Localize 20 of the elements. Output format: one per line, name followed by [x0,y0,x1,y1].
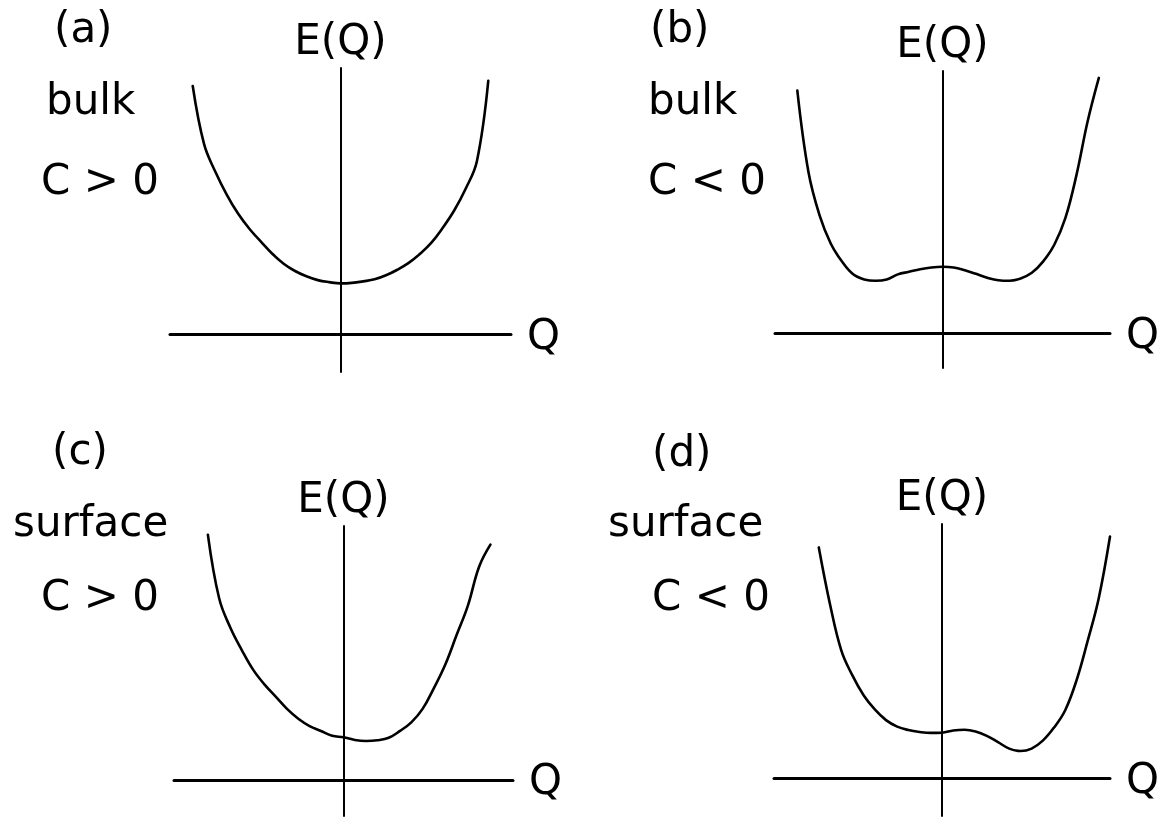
chart-subtitle: bulk [46,74,136,124]
chart-title: (b) [650,2,710,52]
y-axis-title: E(Q) [896,17,989,67]
y-axis-title: E(Q) [895,470,989,520]
chart-title: (a) [54,2,113,52]
x-axis-title: Q [529,755,563,805]
text: C > 0 [41,570,159,620]
x-axis-title: Q [1126,308,1160,358]
x-axis-title: Q [527,309,561,359]
chart-title: (c) [52,424,108,474]
text: C > 0 [41,154,159,204]
text: C < 0 [648,154,766,204]
text: C < 0 [652,570,770,620]
chart-title: (d) [652,426,712,476]
y-axis-title: E(Q) [297,472,390,522]
x-axis-title: Q [1126,753,1160,803]
chart-subtitle: bulk [648,74,738,124]
chart-subtitle: surface [608,496,764,546]
chart-subtitle: surface [13,496,169,546]
y-axis-title: E(Q) [294,14,387,64]
